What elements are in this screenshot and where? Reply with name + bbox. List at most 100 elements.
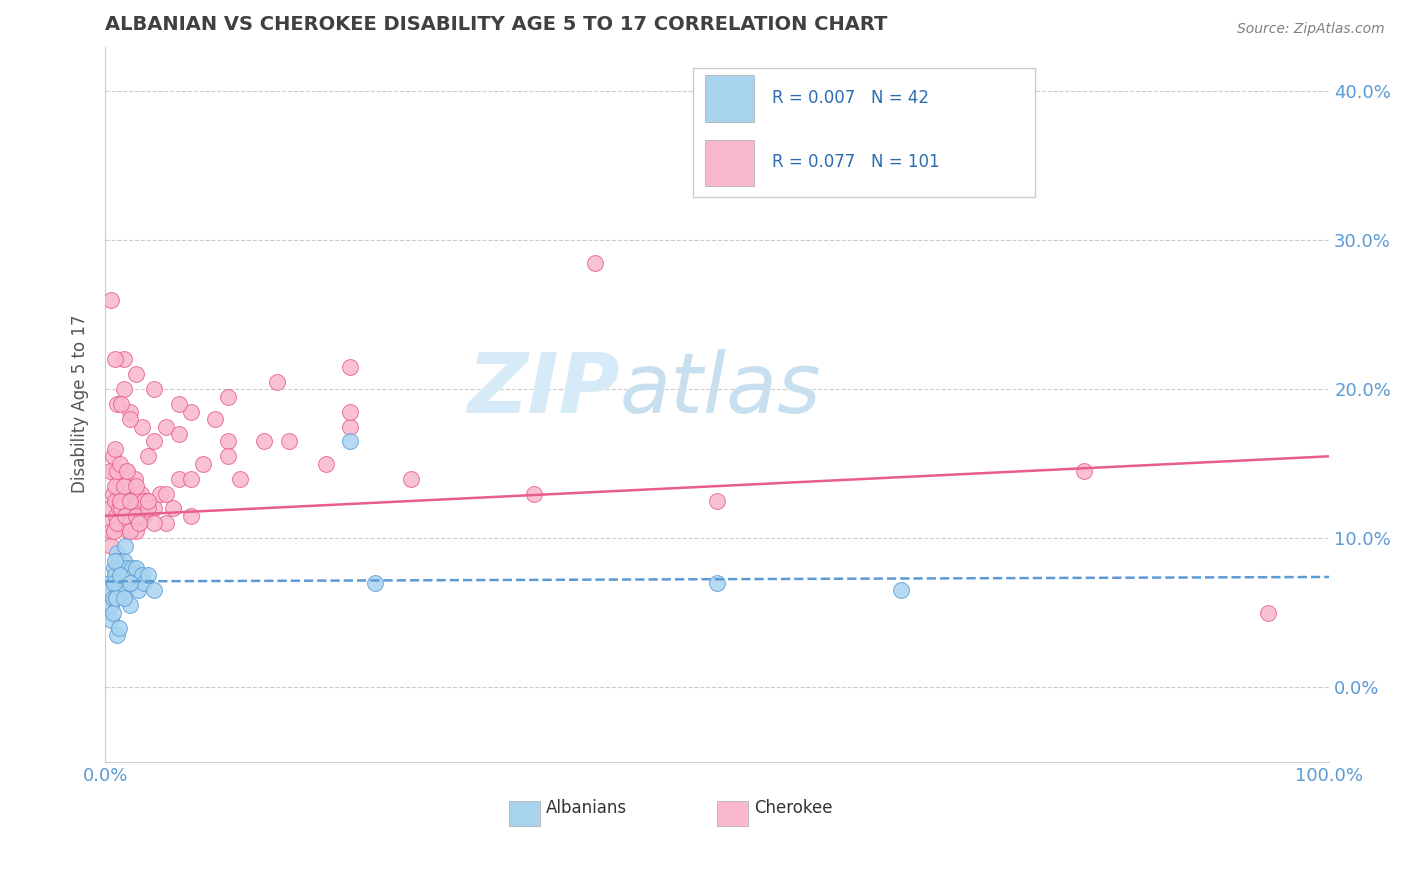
Point [114,479,136,493]
Point [105,591,128,605]
Point [115,464,138,478]
Point [107,621,129,635]
Point [118,599,141,613]
Point [131,508,153,523]
Point [97,575,120,590]
Point [523,486,546,500]
Point [110,397,132,411]
Point [706,575,728,590]
Point [105,508,128,523]
Point [104,494,127,508]
Point [583,255,606,269]
Point [107,479,129,493]
Point [101,606,124,620]
Point [107,516,129,531]
Point [127,583,149,598]
Point [143,516,166,531]
Point [117,561,139,575]
Point [155,419,177,434]
Point [125,508,148,523]
Point [117,486,139,500]
Point [98,501,121,516]
Point [128,516,150,531]
Text: Cherokee: Cherokee [754,799,832,817]
FancyBboxPatch shape [717,801,748,826]
Point [108,457,131,471]
Point [111,486,134,500]
Point [107,546,129,560]
Point [100,524,122,538]
Point [120,575,142,590]
Point [167,472,190,486]
Point [118,404,141,418]
Point [103,575,125,590]
Point [107,575,129,590]
Point [277,434,299,449]
Point [339,434,361,449]
Point [101,450,124,464]
Text: R = 0.077   N = 101: R = 0.077 N = 101 [772,153,941,171]
Point [110,516,132,531]
Point [104,568,127,582]
Point [134,575,156,590]
Point [143,583,166,598]
Point [104,442,127,456]
Point [107,397,129,411]
Point [131,419,153,434]
Point [118,575,141,590]
Point [98,583,121,598]
FancyBboxPatch shape [704,140,754,186]
Point [266,375,288,389]
Point [104,553,127,567]
Point [217,450,239,464]
Point [131,501,153,516]
Point [101,486,124,500]
Point [117,524,139,538]
Point [122,568,145,582]
Point [155,486,177,500]
Point [253,434,276,449]
Point [131,568,153,582]
Point [98,464,121,478]
Point [134,494,156,508]
Point [108,568,131,582]
Text: Source: ZipAtlas.com: Source: ZipAtlas.com [1237,22,1385,37]
Point [118,412,141,426]
Point [118,501,141,516]
Point [134,508,156,523]
Y-axis label: Disability Age 5 to 17: Disability Age 5 to 17 [72,315,89,493]
Point [112,382,135,396]
Point [155,516,177,531]
Point [143,501,166,516]
Point [217,390,239,404]
Point [104,352,127,367]
Point [121,561,143,575]
Point [122,501,145,516]
Point [1073,464,1095,478]
Point [229,472,252,486]
Point [125,508,148,523]
Point [339,419,361,434]
Point [114,508,136,523]
Point [107,628,129,642]
FancyBboxPatch shape [704,75,754,121]
FancyBboxPatch shape [693,68,1035,197]
Point [117,464,139,478]
Point [118,516,141,531]
Point [136,494,159,508]
Point [180,404,202,418]
Point [118,494,141,508]
Point [117,568,139,582]
Point [103,524,125,538]
Point [191,457,214,471]
Text: atlas: atlas [619,350,821,430]
FancyBboxPatch shape [509,801,540,826]
Point [103,464,125,478]
Point [112,352,135,367]
Point [217,434,239,449]
Point [112,591,135,605]
Point [1257,606,1279,620]
Point [125,486,148,500]
Point [112,479,135,493]
Point [105,591,128,605]
